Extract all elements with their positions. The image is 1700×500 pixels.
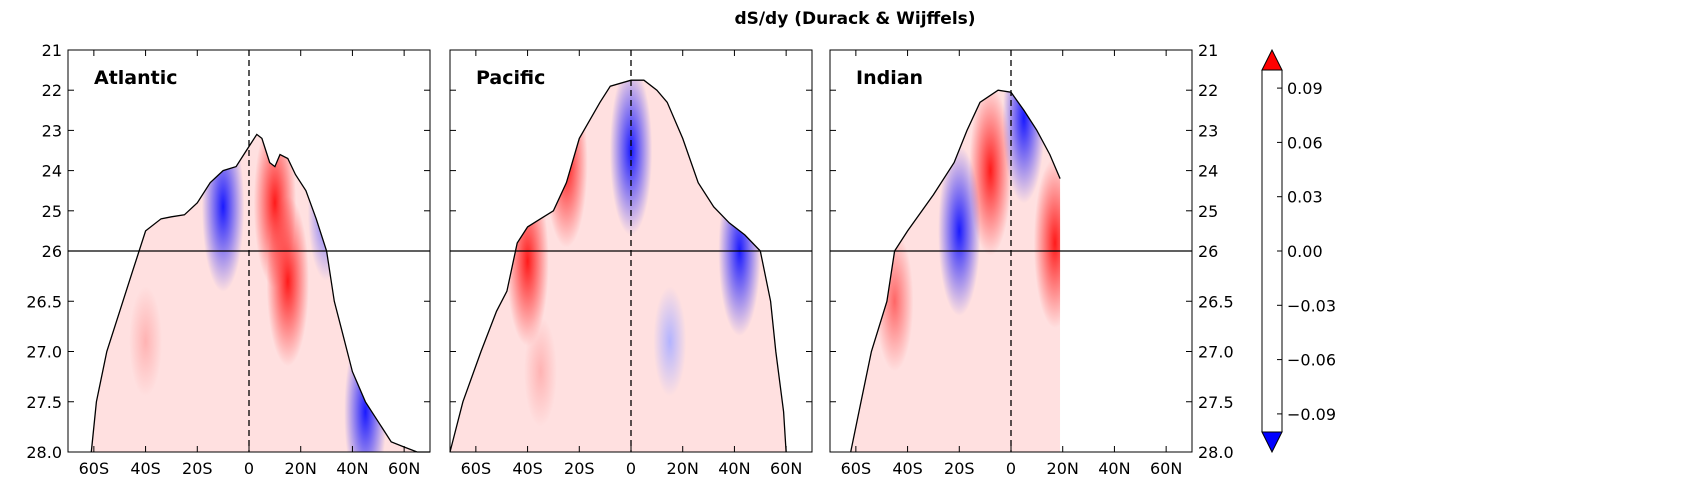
y-tick-label: 27.0 bbox=[1198, 343, 1234, 362]
field-atlantic bbox=[91, 134, 431, 452]
colorbar-tick-label: −0.06 bbox=[1287, 351, 1336, 370]
panel-label: Indian bbox=[856, 67, 923, 89]
y-tick-label: 28.0 bbox=[1198, 443, 1234, 462]
panel-label: Pacific bbox=[476, 67, 545, 89]
y-tick-label: 27.5 bbox=[1198, 393, 1234, 412]
y-tick-label: 25 bbox=[1198, 202, 1218, 221]
colorbar-extend-max bbox=[1261, 48, 1283, 71]
field-pacific bbox=[450, 80, 787, 452]
field-feature bbox=[653, 286, 687, 397]
panel-pacific: Pacific 60S 40S 20S 0 20N 40N 60N bbox=[449, 49, 813, 478]
x-tick-label: 0 bbox=[1006, 459, 1016, 478]
x-tick-label: 20N bbox=[285, 459, 317, 478]
field-indian bbox=[850, 90, 1061, 452]
field-feature bbox=[1033, 158, 1061, 328]
colorbar-tick-label: 0.06 bbox=[1287, 133, 1323, 152]
y-axis-right: 21 22 23 24 25 26 26.5 27.0 27.5 28.0 bbox=[1198, 41, 1234, 462]
x-tick-label: 40S bbox=[130, 459, 161, 478]
colorbar: 0.09 0.06 0.03 0.00 −0.03 −0.06 −0.09 bbox=[1261, 48, 1336, 454]
field-feature bbox=[524, 316, 557, 427]
field-feature bbox=[938, 145, 981, 316]
x-tick-label: 60N bbox=[770, 459, 802, 478]
field-feature bbox=[129, 286, 163, 397]
y-tick-label: 24 bbox=[42, 162, 62, 181]
x-tick-label: 60S bbox=[461, 459, 492, 478]
x-tick-label: 40S bbox=[512, 459, 543, 478]
x-tick-label: 20N bbox=[667, 459, 699, 478]
x-tick-label: 40S bbox=[892, 459, 923, 478]
y-tick-label: 26 bbox=[1198, 242, 1218, 261]
x-tick-label: 0 bbox=[626, 459, 636, 478]
x-tick-label: 60S bbox=[841, 459, 872, 478]
colorbar-tick-label: 0.00 bbox=[1287, 242, 1323, 261]
y-tick-label: 26.5 bbox=[1198, 292, 1234, 311]
y-tick-label: 26 bbox=[42, 242, 62, 261]
x-tick-label: 20S bbox=[944, 459, 975, 478]
figure-title: dS/dy (Durack & Wijffels) bbox=[734, 9, 975, 29]
x-tick-label: 60N bbox=[388, 459, 420, 478]
x-tick-label: 20N bbox=[1047, 459, 1079, 478]
field-feature bbox=[201, 134, 245, 292]
y-tick-label: 27.5 bbox=[26, 393, 62, 412]
colorbar-extend-min bbox=[1261, 431, 1283, 454]
x-tick-label: 40N bbox=[1098, 459, 1130, 478]
x-tick-label: 20S bbox=[564, 459, 595, 478]
y-tick-label: 23 bbox=[1198, 121, 1218, 140]
panel-indian: Indian 60S 40S 20S 0 20N 40N 60N bbox=[829, 49, 1193, 478]
x-tick-label: 20S bbox=[182, 459, 213, 478]
field-feature bbox=[545, 80, 588, 248]
y-tick-label: 25 bbox=[42, 202, 62, 221]
y-tick-label: 27.0 bbox=[26, 343, 62, 362]
field-feature bbox=[1002, 90, 1046, 204]
panel-atlantic: Atlantic 60S 40S 20S 0 20N 40N 60N bbox=[67, 49, 431, 478]
panel-label: Atlantic bbox=[94, 67, 178, 89]
field-feature bbox=[266, 196, 309, 367]
outcrop-line bbox=[850, 89, 1061, 453]
y-tick-label: 26.5 bbox=[26, 292, 62, 311]
colorbar-tick-label: −0.03 bbox=[1287, 296, 1336, 315]
x-tick-label: 0 bbox=[244, 459, 254, 478]
y-tick-label: 21 bbox=[42, 41, 62, 60]
y-axis-left: 21 22 23 24 25 26 26.5 27.0 27.5 28.0 bbox=[26, 41, 62, 462]
x-tick-label: 40N bbox=[336, 459, 368, 478]
y-tick-label: 23 bbox=[42, 121, 62, 140]
y-tick-label: 22 bbox=[1198, 81, 1218, 100]
y-tick-label: 21 bbox=[1198, 41, 1218, 60]
background-field bbox=[91, 134, 431, 452]
outcrop-line bbox=[90, 133, 430, 453]
y-tick-label: 22 bbox=[42, 81, 62, 100]
x-tick-label: 60N bbox=[1150, 459, 1182, 478]
colorbar-tick-label: 0.03 bbox=[1287, 188, 1323, 207]
x-tick-label: 60S bbox=[79, 459, 110, 478]
y-tick-label: 24 bbox=[1198, 162, 1218, 181]
x-tick-label: 40N bbox=[718, 459, 750, 478]
y-tick-label: 28.0 bbox=[26, 443, 62, 462]
colorbar-tick-label: 0.09 bbox=[1287, 79, 1323, 98]
colorbar-tick-label: −0.09 bbox=[1287, 405, 1336, 424]
panels-group: Atlantic 60S 40S 20S 0 20N 40N 60N Pacific 60S 40S… bbox=[26, 41, 1234, 478]
